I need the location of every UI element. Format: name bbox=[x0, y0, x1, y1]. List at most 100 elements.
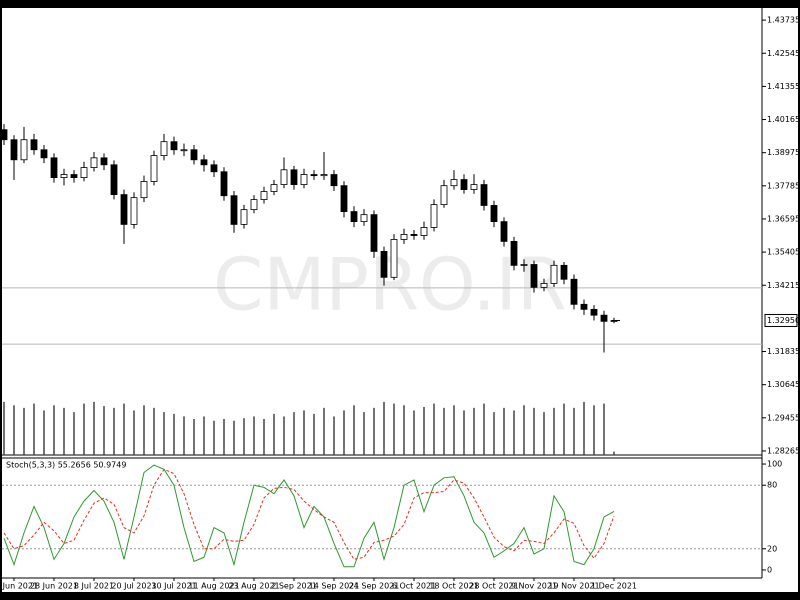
candle-body bbox=[400, 234, 408, 240]
candle-body bbox=[340, 185, 348, 212]
candle-body bbox=[500, 221, 508, 242]
candle-body bbox=[330, 174, 338, 187]
x-tick-label: 18 Oct 2021 bbox=[429, 582, 478, 591]
candle-body bbox=[360, 214, 368, 223]
x-tick-label: 20 Jul 2021 bbox=[111, 582, 156, 591]
candle-body bbox=[290, 169, 298, 185]
y-tick-label: 100 bbox=[767, 460, 782, 469]
indicator-line bbox=[3, 464, 615, 568]
candle-body bbox=[600, 314, 608, 322]
x-tick-label: 28 Oct 2021 bbox=[469, 582, 518, 591]
candle-body bbox=[20, 139, 28, 161]
candle-body bbox=[390, 239, 398, 278]
x-tick-label: 8 Jul 2021 bbox=[74, 582, 114, 591]
candle-body bbox=[590, 308, 598, 316]
candle-body bbox=[380, 251, 388, 278]
candle-body bbox=[250, 199, 258, 211]
candle-body bbox=[130, 197, 138, 225]
candle-body bbox=[190, 149, 198, 161]
candle-body bbox=[110, 164, 118, 195]
candle-body bbox=[260, 191, 268, 201]
indicator-label: Stoch(5,3,3) 55.2656 50.9749 bbox=[6, 461, 126, 470]
candle-body bbox=[480, 184, 488, 206]
candle-body bbox=[40, 149, 48, 159]
candle-body bbox=[370, 214, 378, 252]
y-tick-label: 1.31835 bbox=[767, 347, 800, 356]
candle-body bbox=[220, 171, 228, 197]
candle-body bbox=[510, 240, 518, 266]
candle-body bbox=[350, 211, 358, 223]
candle-body bbox=[320, 174, 328, 177]
y-tick-label: 1.36595 bbox=[767, 214, 800, 223]
candle-body bbox=[280, 169, 288, 185]
y-tick-label: 1.37785 bbox=[767, 181, 800, 190]
candle-body bbox=[200, 159, 208, 166]
last-price-label: 1.32950 bbox=[767, 316, 800, 325]
candle-body bbox=[170, 141, 178, 151]
candle-body bbox=[50, 157, 58, 179]
y-tick-label: 1.30645 bbox=[767, 380, 800, 389]
y-tick-label: 1.38975 bbox=[767, 148, 800, 157]
candle-body bbox=[30, 139, 38, 151]
y-tick-label: 80 bbox=[767, 481, 777, 490]
x-tick-label: 11 Aug 2021 bbox=[188, 582, 239, 591]
candle-body bbox=[520, 264, 528, 266]
candle-body bbox=[140, 181, 148, 199]
y-tick-label: 1.35405 bbox=[767, 248, 800, 257]
candle-body bbox=[420, 227, 428, 236]
candle-body bbox=[310, 174, 318, 177]
indicator-line bbox=[3, 468, 615, 560]
candle-body bbox=[180, 149, 188, 152]
y-tick-label: 20 bbox=[767, 544, 777, 553]
candle-body bbox=[530, 264, 538, 288]
candle-body bbox=[470, 184, 478, 190]
candle-body bbox=[60, 174, 68, 179]
y-tick-label: 1.43735 bbox=[767, 16, 800, 25]
candle-body bbox=[460, 179, 468, 190]
chart-background bbox=[2, 8, 798, 592]
candle-body bbox=[150, 155, 158, 182]
candle-body bbox=[90, 157, 98, 168]
y-tick-label: 1.34215 bbox=[767, 281, 800, 290]
x-tick-label: 19 Nov 2021 bbox=[548, 582, 599, 591]
watermark: CMPRO.IR bbox=[213, 243, 567, 327]
candle-body bbox=[120, 194, 128, 225]
y-tick-label: 1.40165 bbox=[767, 115, 800, 124]
candle-body bbox=[430, 204, 438, 228]
candle-body bbox=[210, 164, 218, 173]
candle-body bbox=[230, 195, 238, 225]
x-tick-label: 24 Sep 2021 bbox=[349, 582, 400, 591]
candle-body bbox=[440, 185, 448, 206]
candle-body bbox=[300, 174, 308, 185]
candle-body bbox=[0, 129, 8, 141]
candle-body bbox=[550, 264, 558, 284]
y-tick-label: 1.42545 bbox=[767, 49, 800, 58]
candle-body bbox=[160, 141, 168, 157]
candle-body bbox=[560, 264, 568, 280]
x-tick-label: 28 Jun 2021 bbox=[30, 582, 78, 591]
y-tick-label: 1.29455 bbox=[767, 413, 800, 422]
candle-body bbox=[100, 157, 108, 166]
x-tick-label: 16 Jun 2021 bbox=[0, 582, 38, 591]
y-tick-label: 1.28265 bbox=[767, 446, 800, 455]
x-tick-label: 9 Nov 2021 bbox=[511, 582, 557, 591]
candle-body bbox=[70, 174, 78, 179]
x-tick-label: 30 Jul 2021 bbox=[151, 582, 196, 591]
candle-body bbox=[80, 167, 88, 179]
candle-body bbox=[450, 179, 458, 187]
x-tick-label: 1 Dec 2021 bbox=[591, 582, 637, 591]
candle-body bbox=[580, 303, 588, 310]
candle-body bbox=[270, 184, 278, 192]
x-tick-label: 2 Sep 2021 bbox=[271, 582, 317, 591]
x-tick-label: 23 Aug 2021 bbox=[228, 582, 279, 591]
x-tick-label: 6 Oct 2021 bbox=[392, 582, 436, 591]
last-price-box bbox=[764, 313, 798, 327]
y-tick-label: 1.41355 bbox=[767, 82, 800, 91]
candle-body bbox=[240, 209, 248, 225]
candle-body bbox=[540, 283, 548, 288]
candle-body bbox=[10, 139, 18, 161]
candle-body bbox=[570, 278, 578, 305]
candle-body bbox=[490, 205, 498, 223]
y-tick-label: 0 bbox=[767, 565, 772, 574]
